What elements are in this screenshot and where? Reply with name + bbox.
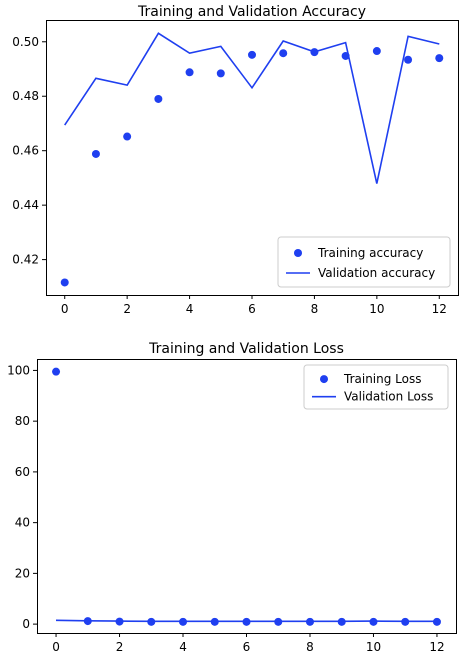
loss-ytick-label: 0 bbox=[22, 617, 30, 631]
accuracy-training-point bbox=[279, 49, 288, 58]
accuracy-training-point bbox=[310, 48, 319, 57]
loss-training-point bbox=[242, 617, 251, 626]
loss-chart: Training and Validation Loss 0 2 4 6 8 10 12 0 2… bbox=[7, 341, 457, 654]
accuracy-training-point bbox=[60, 278, 69, 287]
accuracy-training-point bbox=[404, 55, 413, 64]
loss-training-point bbox=[179, 617, 188, 626]
accuracy-training-point bbox=[91, 149, 100, 158]
loss-training-point bbox=[83, 617, 92, 626]
accuracy-training-point bbox=[435, 54, 444, 63]
accuracy-chart-ticks: 0 2 4 6 8 10 12 0.42 0.44 0.46 0.48 0.50 bbox=[12, 35, 447, 316]
accuracy-chart-title: Training and Validation Accuracy bbox=[137, 4, 366, 20]
loss-training-point bbox=[147, 617, 156, 626]
accuracy-ytick-label: 0.42 bbox=[12, 253, 39, 267]
loss-training-point bbox=[337, 617, 346, 626]
loss-legend-training-label: Training Loss bbox=[343, 372, 421, 386]
loss-training-point bbox=[274, 617, 283, 626]
loss-training-point bbox=[115, 617, 124, 626]
accuracy-legend-training-label: Training accuracy bbox=[317, 246, 423, 260]
accuracy-chart: Training and Validation Accuracy 0 2 4 6 8 10… bbox=[12, 4, 459, 316]
accuracy-ytick-label: 0.44 bbox=[12, 198, 39, 212]
loss-xtick-label: 0 bbox=[52, 640, 60, 654]
loss-xtick-label: 4 bbox=[179, 640, 187, 654]
loss-chart-legend: Training Loss Validation Loss bbox=[303, 364, 449, 410]
loss-chart-title: Training and Validation Loss bbox=[148, 341, 344, 357]
loss-xtick-label: 6 bbox=[243, 640, 251, 654]
accuracy-validation-line bbox=[64, 32, 440, 184]
loss-xtick-label: 10 bbox=[366, 640, 381, 654]
accuracy-legend-validation-label: Validation accuracy bbox=[318, 266, 435, 280]
accuracy-training-point bbox=[185, 68, 194, 77]
loss-ytick-label: 80 bbox=[15, 414, 30, 428]
loss-xtick-label: 8 bbox=[306, 640, 314, 654]
loss-training-point bbox=[210, 617, 219, 626]
loss-xtick-label: 2 bbox=[116, 640, 124, 654]
accuracy-legend-box bbox=[277, 236, 451, 288]
loss-legend-box bbox=[303, 364, 449, 410]
loss-chart-frame bbox=[37, 359, 457, 634]
accuracy-training-point bbox=[216, 69, 225, 78]
accuracy-chart-marks bbox=[60, 32, 444, 287]
accuracy-xtick-label: 8 bbox=[311, 302, 319, 316]
accuracy-training-point bbox=[341, 51, 350, 60]
accuracy-chart-frame bbox=[46, 20, 459, 296]
accuracy-xtick-label: 4 bbox=[186, 302, 194, 316]
loss-xtick-label: 12 bbox=[429, 640, 444, 654]
loss-ytick-label: 60 bbox=[15, 465, 30, 479]
accuracy-xtick-label: 12 bbox=[432, 302, 447, 316]
accuracy-training-point bbox=[248, 50, 256, 59]
accuracy-training-point bbox=[154, 94, 163, 103]
loss-ytick-label: 100 bbox=[7, 363, 30, 377]
accuracy-xtick-label: 10 bbox=[369, 302, 384, 316]
loss-chart-ticks: 0 2 4 6 8 10 12 0 20 40 60 80 100 bbox=[7, 363, 445, 654]
loss-ytick-label: 20 bbox=[15, 566, 30, 580]
loss-training-point bbox=[369, 617, 378, 626]
accuracy-xtick-label: 2 bbox=[123, 302, 131, 316]
accuracy-ytick-label: 0.46 bbox=[12, 144, 39, 158]
loss-ytick-label: 40 bbox=[15, 516, 30, 530]
loss-training-point bbox=[305, 617, 314, 626]
accuracy-legend-training-marker bbox=[294, 249, 302, 257]
loss-chart-marks bbox=[52, 367, 441, 626]
loss-training-point bbox=[401, 617, 410, 626]
accuracy-training-point bbox=[372, 47, 381, 56]
loss-training-point bbox=[52, 367, 61, 376]
accuracy-training-point bbox=[123, 132, 132, 141]
loss-legend-training-marker bbox=[320, 375, 328, 384]
accuracy-xtick-label: 6 bbox=[248, 302, 256, 316]
accuracy-ytick-label: 0.50 bbox=[12, 35, 39, 49]
accuracy-ytick-label: 0.48 bbox=[12, 89, 39, 103]
loss-legend-validation-label: Validation Loss bbox=[344, 390, 433, 404]
accuracy-chart-legend: Training accuracy Validation accuracy bbox=[277, 236, 451, 288]
loss-training-point bbox=[432, 617, 441, 626]
accuracy-xtick-label: 0 bbox=[61, 302, 69, 316]
